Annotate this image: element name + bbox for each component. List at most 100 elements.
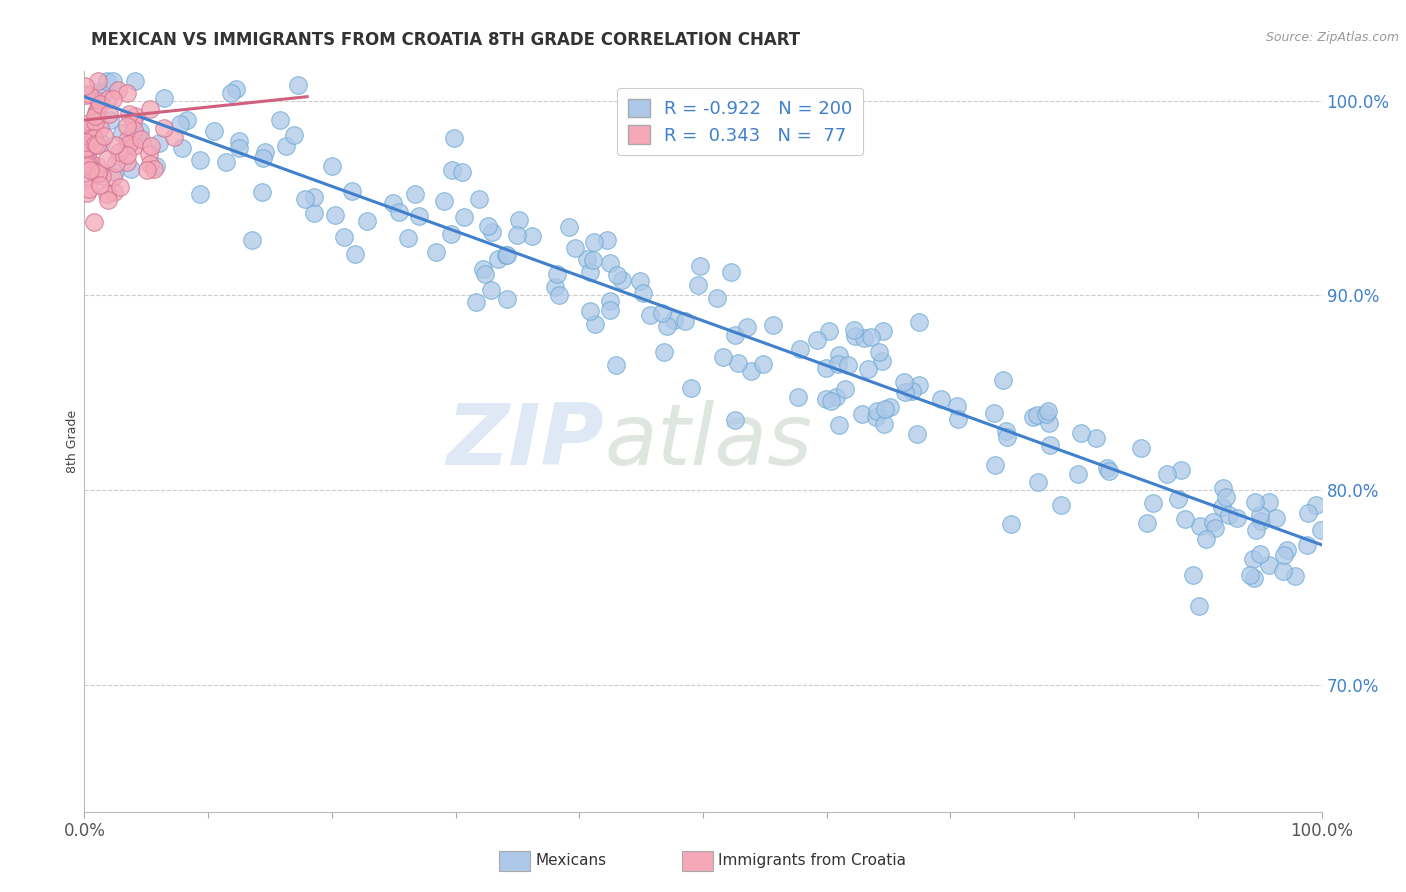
Point (786, 390, 808, 404)
Point (129, 132, 152, 146)
Point (75, 136, 97, 150)
Point (287, 78, 309, 93)
Point (93, 85, 115, 99)
Point (853, 331, 876, 345)
Text: MEXICAN VS IMMIGRANTS FROM CROATIA 8TH GRADE CORRELATION CHART: MEXICAN VS IMMIGRANTS FROM CROATIA 8TH G… (91, 31, 800, 49)
Point (89, 120, 111, 135)
Point (333, 230, 356, 244)
Point (396, 231, 419, 245)
Point (827, 357, 849, 371)
Point (806, 333, 828, 347)
Point (1181, 567, 1204, 582)
Point (117, 132, 139, 146)
Point (817, 324, 839, 338)
Point (495, 248, 517, 262)
Point (77, 131, 100, 145)
Point (866, 404, 889, 418)
Point (433, 194, 456, 209)
Point (101, 92, 124, 106)
Point (474, 267, 496, 281)
Point (87, 74, 110, 88)
Point (582, 252, 605, 267)
Point (1039, 438, 1062, 452)
Point (228, 141, 250, 155)
Point (84, 163, 107, 178)
Point (124, 123, 146, 137)
Point (294, 193, 316, 207)
Point (495, 248, 517, 262)
Point (202, 124, 225, 138)
Point (1250, 514, 1272, 528)
Point (1189, 518, 1212, 533)
Point (789, 343, 811, 357)
Point (1264, 511, 1286, 525)
Point (83, 114, 105, 128)
Text: atlas: atlas (605, 400, 813, 483)
Point (340, 184, 363, 198)
Point (579, 304, 602, 318)
Point (98, 107, 121, 121)
Point (83, 136, 105, 151)
Point (453, 210, 475, 224)
Point (108, 180, 131, 194)
Point (84, 106, 107, 120)
Point (122, 114, 145, 128)
Point (253, 145, 276, 160)
Point (1188, 599, 1211, 614)
Point (1239, 568, 1261, 582)
Point (76, 170, 98, 185)
Point (1249, 508, 1271, 523)
Point (1000, 516, 1022, 531)
Y-axis label: 8th Grade: 8th Grade (66, 410, 79, 473)
Point (302, 206, 325, 220)
Point (1275, 543, 1298, 558)
Point (1195, 533, 1218, 547)
Point (599, 293, 621, 308)
Point (983, 458, 1005, 472)
Point (486, 252, 509, 266)
Point (814, 392, 837, 406)
Point (77, 87, 100, 101)
Point (1026, 475, 1049, 489)
Point (815, 361, 838, 376)
Point (142, 162, 165, 177)
Point (865, 410, 887, 425)
Point (995, 424, 1018, 438)
Point (1085, 430, 1108, 444)
Point (77, 182, 100, 196)
Point (115, 86, 138, 100)
Point (1142, 495, 1164, 509)
Point (1170, 462, 1192, 476)
Point (86, 103, 108, 117)
Point (323, 208, 346, 222)
Point (1243, 571, 1265, 585)
Point (1257, 558, 1279, 573)
Point (190, 187, 212, 202)
Point (834, 382, 856, 396)
Point (1241, 552, 1264, 566)
Point (76, 159, 98, 173)
Point (269, 113, 291, 128)
Point (477, 219, 499, 234)
Point (404, 187, 426, 202)
Point (124, 74, 146, 88)
Text: ZIP: ZIP (446, 400, 605, 483)
Point (1284, 569, 1306, 583)
Point (86, 166, 108, 180)
Point (86, 159, 108, 173)
Point (905, 426, 928, 441)
Point (1070, 426, 1092, 441)
Point (1049, 498, 1071, 512)
Point (673, 314, 696, 328)
Point (343, 247, 366, 261)
Point (228, 134, 250, 148)
Point (652, 345, 675, 359)
Point (84, 136, 107, 151)
Point (408, 209, 430, 223)
Point (118, 106, 141, 120)
Point (1098, 464, 1121, 478)
Point (80, 126, 103, 140)
Point (75, 141, 97, 155)
Point (127, 128, 149, 143)
Point (135, 163, 157, 178)
